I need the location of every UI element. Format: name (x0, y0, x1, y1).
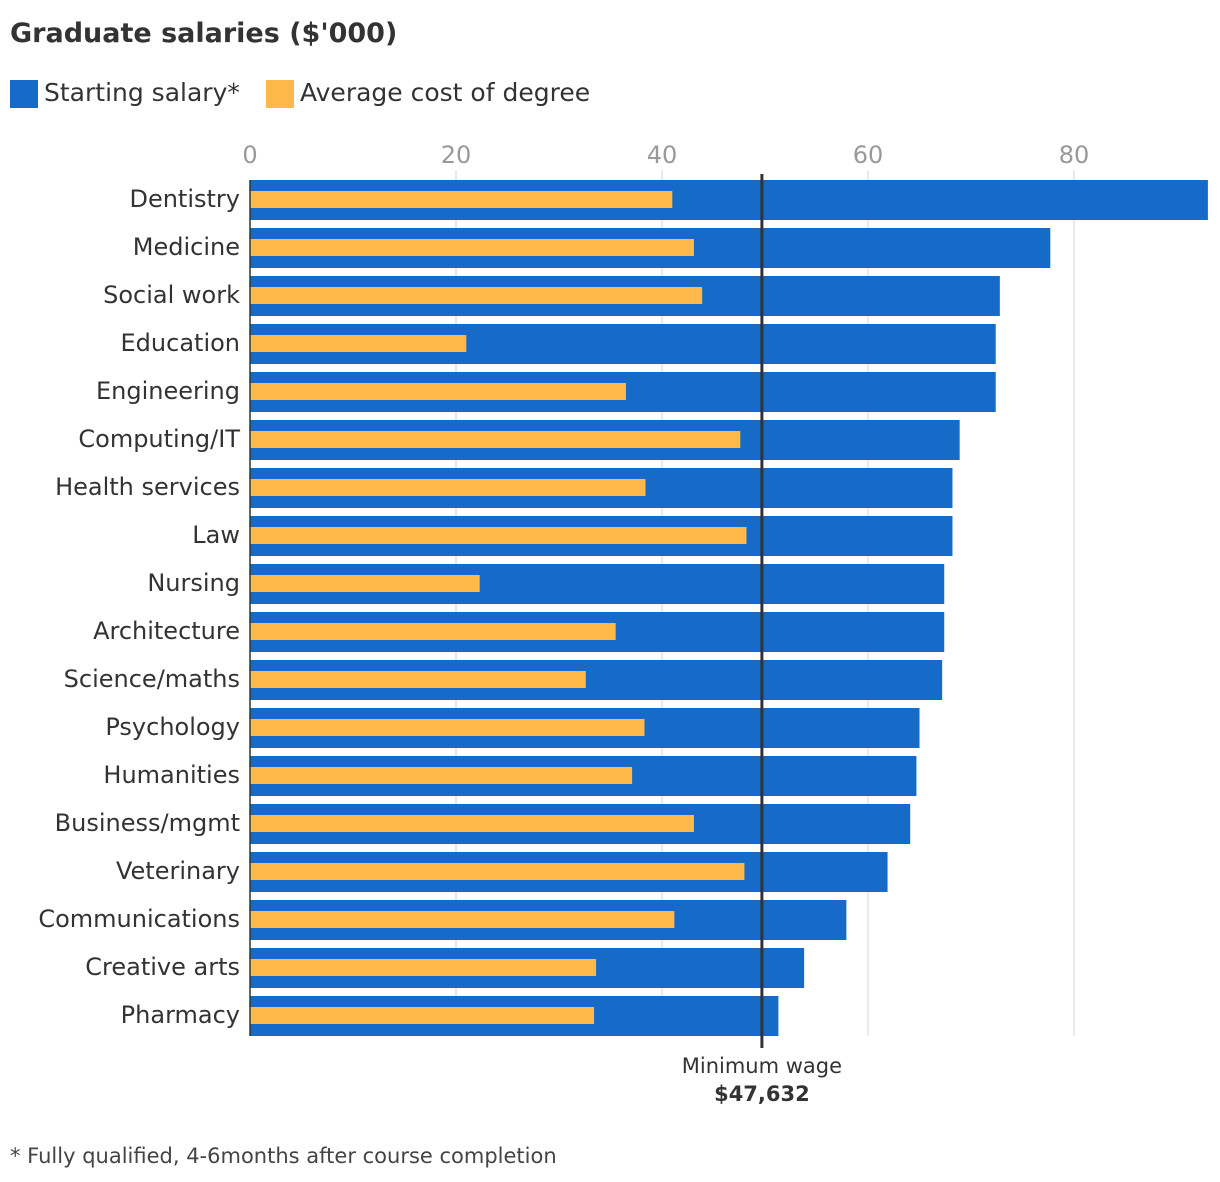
x-tick-label: 40 (647, 141, 678, 169)
bar-cost-of-degree (250, 671, 586, 688)
category-label: Psychology (105, 713, 240, 741)
category-label: Communications (38, 905, 240, 933)
legend-label-starting-salary: Starting salary* (44, 78, 240, 107)
reference-line-value: $47,632 (714, 1082, 810, 1106)
x-tick-label: 20 (441, 141, 472, 169)
bar-cost-of-degree (250, 383, 626, 400)
bar-cost-of-degree (250, 575, 480, 592)
footnote: * Fully qualified, 4-6months after cours… (10, 1144, 557, 1168)
bar-cost-of-degree (250, 287, 703, 304)
bar-cost-of-degree (250, 479, 646, 496)
category-label: Veterinary (116, 857, 240, 885)
bar-cost-of-degree (250, 719, 645, 736)
category-label: Dentistry (129, 185, 240, 213)
bar-cost-of-degree (250, 623, 616, 640)
legend: Starting salary* Average cost of degree (10, 78, 590, 108)
legend-label-cost: Average cost of degree (300, 78, 590, 107)
legend-swatch-cost (266, 80, 294, 108)
bar-cost-of-degree (250, 239, 694, 256)
x-tick-label: 60 (853, 141, 884, 169)
category-label: Humanities (103, 761, 240, 789)
bar-cost-of-degree (250, 863, 745, 880)
bar-cost-of-degree (250, 767, 633, 784)
category-label: Engineering (96, 377, 240, 405)
x-tick-label: 0 (242, 141, 257, 169)
bar-cost-of-degree (250, 191, 673, 208)
reference-line-label: Minimum wage (682, 1054, 842, 1078)
category-label: Nursing (147, 569, 240, 597)
bar-cost-of-degree (250, 431, 741, 448)
category-label: Science/maths (64, 665, 240, 693)
category-label: Social work (103, 281, 240, 309)
category-label: Business/mgmt (55, 809, 240, 837)
category-label: Education (121, 329, 240, 357)
chart-title: Graduate salaries ($'000) (10, 18, 397, 49)
bar-cost-of-degree (250, 527, 747, 544)
category-label: Health services (55, 473, 240, 501)
bar-cost-of-degree (250, 1007, 595, 1024)
category-label: Law (192, 521, 240, 549)
bar-cost-of-degree (250, 959, 597, 976)
x-tick-label: 80 (1059, 141, 1090, 169)
category-label: Computing/IT (78, 425, 240, 453)
category-label: Medicine (133, 233, 240, 261)
category-label: Pharmacy (121, 1001, 240, 1029)
legend-swatch-starting-salary (10, 80, 38, 108)
category-label: Architecture (93, 617, 240, 645)
bar-cost-of-degree (250, 911, 675, 928)
bar-cost-of-degree (250, 815, 694, 832)
bar-cost-of-degree (250, 335, 467, 352)
category-label: Creative arts (85, 953, 240, 981)
